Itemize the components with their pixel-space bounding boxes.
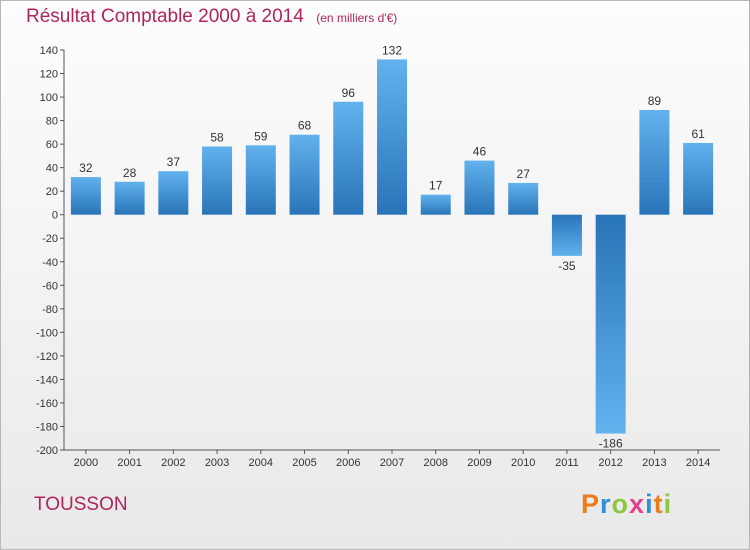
bar-2010 [508, 182, 539, 215]
bar-value-label: -186 [599, 437, 623, 451]
y-tick-label: -100 [36, 327, 58, 339]
logo-letter: t [653, 489, 664, 519]
y-tick-label: 60 [46, 139, 58, 151]
y-tick-label: -60 [42, 280, 58, 292]
y-tick-label: -80 [42, 304, 58, 316]
bar-value-label: -35 [558, 259, 576, 273]
x-tick-label: 2006 [336, 457, 360, 469]
y-tick-label: -180 [36, 421, 58, 433]
place-name: TOUSSON [34, 494, 128, 515]
x-tick-label: 2007 [380, 457, 404, 469]
bar-value-label: 27 [517, 167, 531, 181]
y-tick-label: 100 [40, 92, 58, 104]
logo-letter: o [611, 489, 630, 519]
bar-value-label: 96 [342, 86, 356, 100]
y-tick-label: -160 [36, 398, 58, 410]
x-tick-label: 2001 [117, 457, 141, 469]
y-tick-label: -140 [36, 374, 58, 386]
x-tick-label: 2013 [642, 457, 666, 469]
x-tick-label: 2005 [292, 457, 316, 469]
x-tick-label: 2000 [74, 457, 98, 469]
y-tick-label: 20 [46, 186, 58, 198]
bar-2004 [245, 145, 276, 215]
bar-value-label: 61 [691, 127, 705, 141]
x-tick-label: 2010 [511, 457, 535, 469]
bar-2012 [595, 214, 626, 434]
bar-value-label: 28 [123, 166, 137, 180]
x-tick-label: 2008 [423, 457, 447, 469]
logo-letter: i [645, 489, 654, 519]
y-tick-label: 0 [52, 210, 58, 222]
chart-unit-note: (en milliers d'€) [316, 11, 398, 25]
bar-value-label: 59 [254, 129, 268, 143]
bar-2008 [420, 194, 451, 215]
y-tick-label: 40 [46, 163, 58, 175]
y-tick-label: -20 [42, 233, 58, 245]
y-tick-label: -40 [42, 257, 58, 269]
chart-title: Résultat Comptable 2000 à 2014 (en milli… [26, 6, 397, 28]
logo-letter: i [663, 489, 673, 519]
x-tick-label: 2003 [205, 457, 229, 469]
bar-2001 [114, 181, 145, 215]
x-tick-label: 2004 [249, 457, 273, 469]
logo-letter: x [629, 489, 646, 519]
bar-value-label: 46 [473, 145, 487, 159]
bar-value-label: 89 [648, 94, 662, 108]
bar-value-label: 58 [210, 130, 224, 144]
bar-2005 [289, 134, 320, 215]
bar-value-label: 68 [298, 119, 312, 133]
bar-2000 [70, 177, 101, 215]
y-tick-label: 140 [40, 45, 58, 57]
bar-2009 [464, 160, 495, 215]
y-tick-label: 120 [40, 69, 58, 81]
y-tick-label: 80 [46, 116, 58, 128]
bar-2013 [639, 110, 670, 215]
x-tick-label: 2011 [555, 457, 579, 469]
bar-value-label: 32 [79, 161, 93, 175]
bar-2011 [551, 214, 582, 256]
logo-letter: r [600, 489, 612, 519]
bar-2007 [377, 59, 407, 215]
chart-title-text: Résultat Comptable 2000 à 2014 [26, 6, 304, 27]
x-tick-label: 2002 [161, 457, 185, 469]
bar-value-label: 37 [167, 155, 181, 169]
bar-value-label: 132 [382, 43, 402, 57]
x-tick-label: 2014 [686, 457, 710, 469]
y-tick-label: -120 [36, 351, 58, 363]
y-tick-label: -200 [36, 445, 58, 457]
bar-2003 [202, 146, 233, 215]
x-tick-label: 2009 [467, 457, 491, 469]
bar-2006 [333, 101, 364, 215]
bar-2002 [158, 171, 189, 215]
logo-letter: P [581, 489, 601, 519]
x-tick-label: 2012 [598, 457, 622, 469]
bar-2014 [683, 142, 714, 215]
bar-value-label: 17 [429, 179, 443, 193]
proxiti-logo: Proxiti [581, 489, 672, 520]
